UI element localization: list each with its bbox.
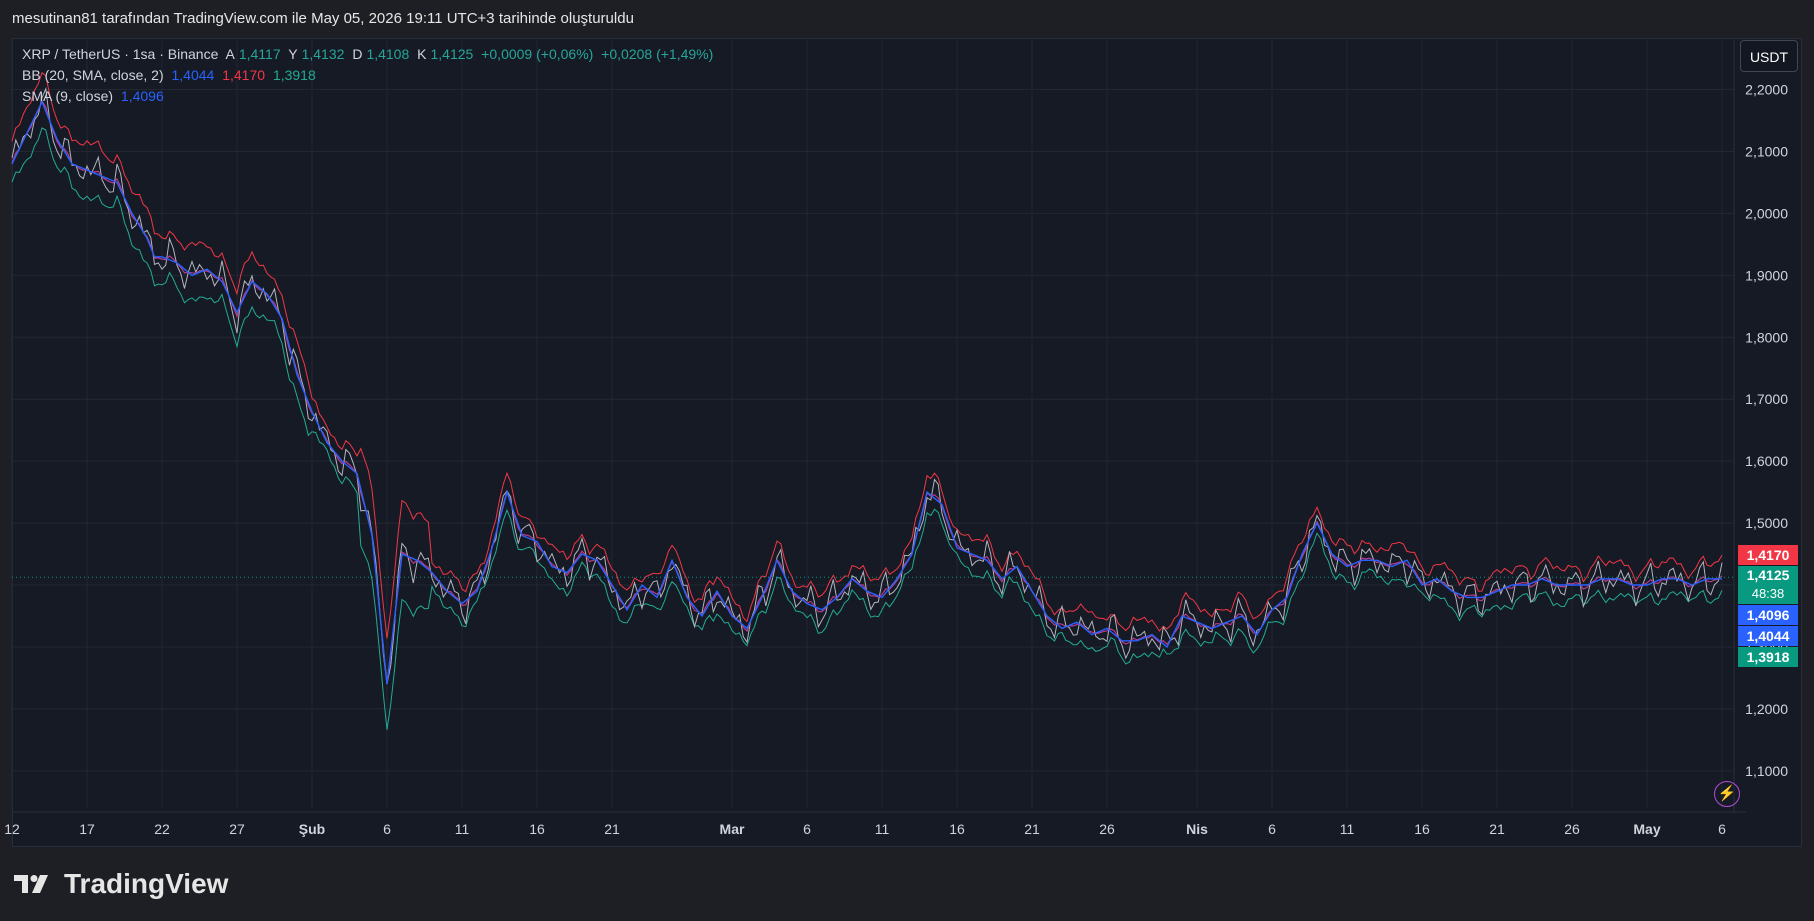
x-tick-label: 16 (529, 821, 545, 837)
bb-lower-band-line (11, 127, 1723, 730)
x-tick-label: 16 (1414, 821, 1430, 837)
x-tick-label: 6 (803, 821, 811, 837)
x-tick-label: 6 (383, 821, 391, 837)
x-tick-label: 16 (949, 821, 965, 837)
close-label: K (417, 46, 427, 62)
x-tick-label: 6 (1718, 821, 1726, 837)
y-tick-label: 1,7000 (1745, 391, 1788, 407)
y-tick-label: 2,1000 (1745, 143, 1788, 159)
y-tick-label: 1,6000 (1745, 453, 1788, 469)
price-line (11, 87, 1723, 685)
bar-change: +0,0009 (+0,06%) (481, 46, 594, 62)
lower-band-price-tag: 1,3918 (1738, 647, 1798, 667)
lightning-bolt-icon[interactable]: ⚡ (1714, 781, 1740, 807)
x-tick-label: 26 (1099, 821, 1115, 837)
x-tick-label: 6 (1268, 821, 1276, 837)
x-tick-label: 11 (1340, 821, 1355, 837)
x-tick-label: 21 (1489, 821, 1505, 837)
bb-upper-band-line (11, 71, 1723, 639)
x-tick-label: 11 (875, 821, 890, 837)
y-tick-label: 1,5000 (1745, 515, 1788, 531)
x-tick-label: Mar (720, 821, 745, 837)
x-tick-label: 17 (79, 821, 95, 837)
brand-name: TradingView (64, 868, 229, 899)
x-tick-label: 11 (455, 821, 470, 837)
high-label: Y (288, 46, 298, 62)
upper-band-price-tag: 1,4170 (1738, 545, 1798, 565)
x-tick-label: 12 (4, 821, 20, 837)
tradingview-logo-icon (14, 875, 48, 893)
bb-lower-value: 1,3918 (272, 67, 316, 83)
last-price-value: 1,4125 (1746, 567, 1790, 583)
close-value: 1,4125 (430, 46, 474, 62)
x-tick-label: Şub (299, 821, 325, 837)
sma-legend: SMA (9, close) 1,4096 (22, 88, 168, 104)
last-price-tag: 1,4125 48:38 (1738, 566, 1798, 604)
y-tick-label: 2,2000 (1745, 82, 1788, 98)
x-tick-label: 21 (1024, 821, 1040, 837)
y-tick-label: 1,1000 (1745, 763, 1788, 779)
bb-basis-price-tag: 1,4044 (1738, 626, 1798, 646)
y-tick-label: 2,0000 (1745, 205, 1788, 221)
bb-indicator-label[interactable]: BB (20, SMA, close, 2) (22, 67, 164, 83)
x-tick-label: 26 (1564, 821, 1580, 837)
x-tick-label: 27 (229, 821, 245, 837)
low-label: D (352, 46, 363, 62)
bar-countdown: 48:38 (1751, 586, 1785, 601)
bb-upper-value: 1,4170 (222, 67, 266, 83)
sma-line (11, 100, 1722, 685)
x-tick-label: 21 (604, 821, 620, 837)
bb-basis-value: 1,4044 (171, 67, 215, 83)
low-value: 1,4108 (366, 46, 410, 62)
high-value: 1,4132 (301, 46, 345, 62)
day-change: +0,0208 (+1,49%) (601, 46, 714, 62)
symbol-legend: XRP / TetherUS · 1sa · Binance A 1,4117 Y… (22, 46, 717, 62)
symbol-title[interactable]: XRP / TetherUS · 1sa · Binance (22, 46, 219, 62)
chart-frame[interactable] (12, 38, 1802, 847)
x-tick-label: May (1633, 821, 1660, 837)
sma-price-tag: 1,4096 (1738, 605, 1798, 625)
y-tick-label: 1,8000 (1745, 329, 1788, 345)
y-tick-label: 1,2000 (1745, 701, 1788, 717)
currency-button[interactable]: USDT (1740, 40, 1798, 72)
x-tick-label: 22 (154, 821, 170, 837)
bb-legend: BB (20, SMA, close, 2) 1,4044 1,4170 1,3… (22, 67, 320, 83)
snapshot-caption: mesutinan81 tarafından TradingView.com i… (12, 10, 634, 27)
y-tick-label: 1,9000 (1745, 267, 1788, 283)
header-bar: mesutinan81 tarafından TradingView.com i… (0, 0, 1814, 38)
tradingview-brand: TradingView (14, 868, 228, 900)
open-value: 1,4117 (238, 46, 281, 62)
x-tick-label: Nis (1186, 821, 1208, 837)
sma-value: 1,4096 (120, 88, 164, 104)
open-label: A (225, 46, 235, 62)
sma-indicator-label[interactable]: SMA (9, close) (22, 88, 114, 104)
